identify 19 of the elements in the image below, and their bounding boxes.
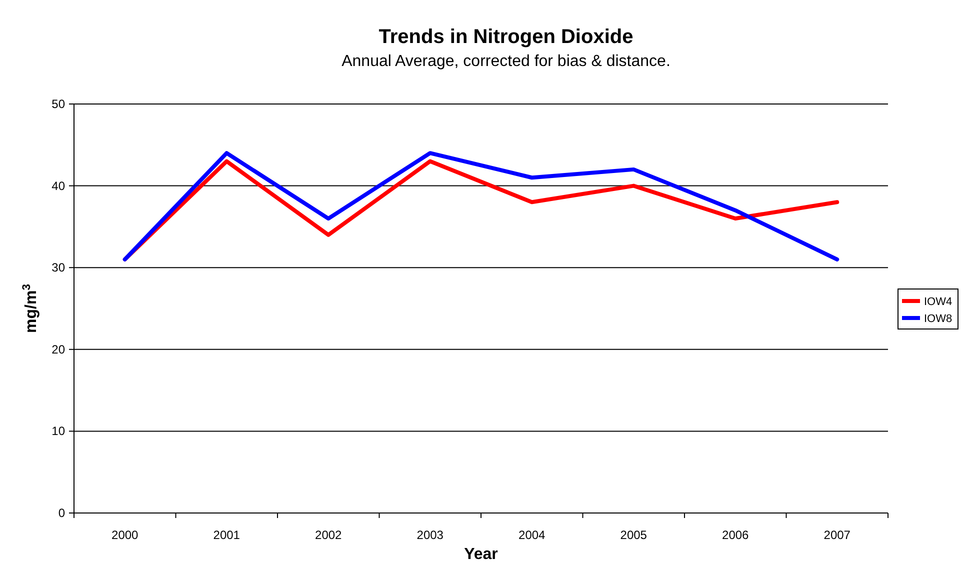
y-tick-label: 20 [52, 342, 66, 356]
x-tick-label: 2006 [722, 528, 750, 542]
chart-subtitle: Annual Average, corrected for bias & distance. [342, 53, 670, 70]
chart-title: Trends in Nitrogen Dioxide [378, 26, 634, 48]
x-tick-label: 2003 [416, 528, 444, 542]
x-tick-label: 2002 [315, 528, 342, 542]
legend-label: IOW4 [924, 296, 952, 308]
y-tick-label: 10 [52, 424, 66, 438]
x-tick-label: 2004 [518, 528, 546, 542]
x-tick-label: 2001 [213, 528, 240, 542]
y-tick-label: 0 [58, 506, 66, 520]
y-tick-label: 30 [52, 260, 66, 275]
x-tick-label: 2000 [112, 528, 139, 542]
x-axis-title: Year [464, 546, 498, 563]
y-tick-label: 40 [52, 178, 66, 193]
legend-label: IOW8 [924, 313, 952, 325]
x-tick-label: 2005 [620, 528, 648, 542]
x-tick-label: 2007 [824, 528, 851, 542]
y-tick-label: 50 [52, 97, 66, 111]
